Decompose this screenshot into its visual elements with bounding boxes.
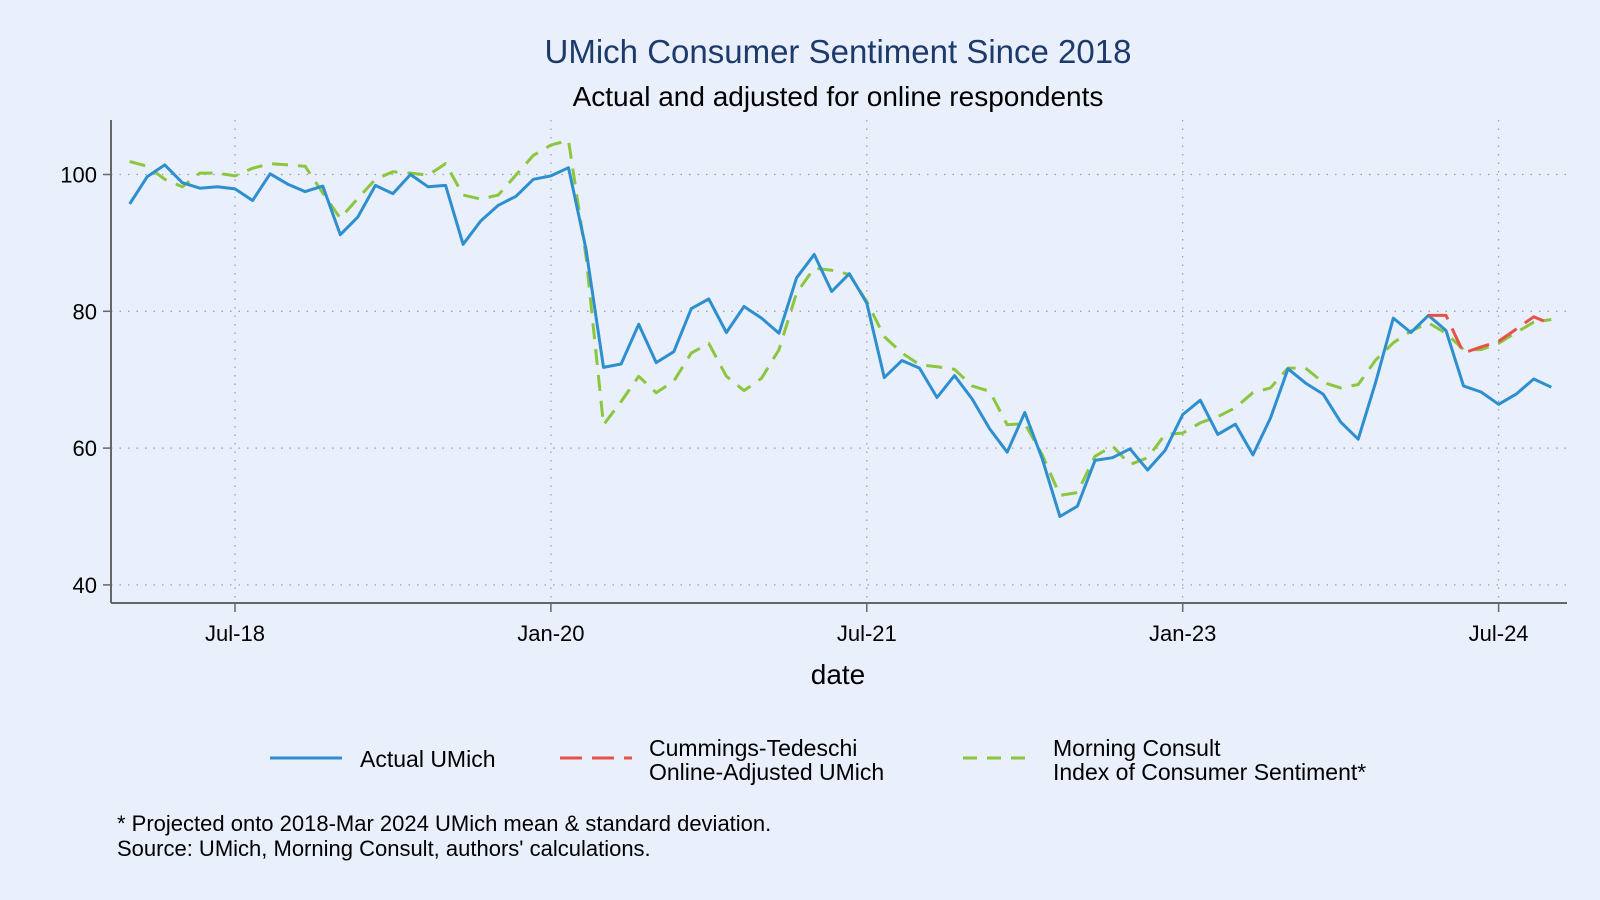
legend: Actual UMich Cummings-Tedeschi Online-Ad…	[270, 735, 1366, 785]
y-axis-ticks: 40 60 80 100	[60, 163, 111, 598]
legend-label-adjusted-line2: Online-Adjusted UMich	[649, 759, 884, 785]
x-tick-label: Jul-18	[205, 621, 265, 646]
legend-item-morning-consult: Morning Consult Index of Consumer Sentim…	[963, 735, 1366, 785]
footnote: * Projected onto 2018-Mar 2024 UMich mea…	[117, 811, 771, 836]
legend-item-adjusted: Cummings-Tedeschi Online-Adjusted UMich	[560, 735, 884, 785]
series-actual-umich	[128, 163, 1552, 518]
y-tick-label: 100	[60, 163, 97, 188]
y-tick-label: 60	[73, 436, 97, 461]
legend-label-adjusted-line1: Cummings-Tedeschi	[649, 735, 857, 761]
source-note: Source: UMich, Morning Consult, authors'…	[117, 836, 651, 861]
legend-label-mc-line2: Index of Consumer Sentiment*	[1053, 759, 1366, 785]
chart-title: UMich Consumer Sentiment Since 2018	[545, 33, 1132, 70]
series-lines	[128, 138, 1552, 518]
series-online-adjusted	[1428, 313, 1552, 355]
x-axis-title: date	[811, 659, 866, 690]
x-axis-ticks: Jul-18 Jan-20 Jul-21 Jan-23 Jul-24	[205, 603, 1529, 646]
legend-label-actual: Actual UMich	[360, 746, 495, 772]
series-morning-consult	[129, 138, 1552, 497]
y-tick-label: 40	[73, 573, 97, 598]
x-tick-label: Jan-20	[517, 621, 584, 646]
x-tick-label: Jul-24	[1469, 621, 1529, 646]
x-tick-label: Jul-21	[837, 621, 897, 646]
legend-item-actual: Actual UMich	[270, 746, 495, 772]
gridlines	[111, 120, 1567, 603]
y-tick-label: 80	[73, 299, 97, 324]
axes	[110, 120, 1567, 604]
x-tick-label: Jan-23	[1149, 621, 1216, 646]
chart-subtitle: Actual and adjusted for online responden…	[573, 81, 1104, 112]
legend-label-mc-line1: Morning Consult	[1053, 735, 1221, 761]
